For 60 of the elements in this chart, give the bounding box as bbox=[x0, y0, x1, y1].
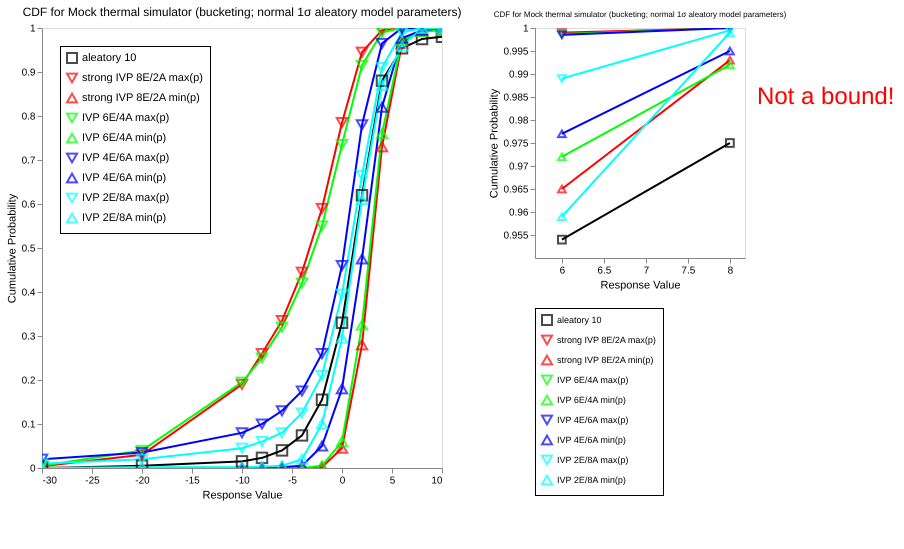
x-tick-label: 6 bbox=[560, 266, 566, 276]
y-tick-label: 0.8 bbox=[22, 112, 36, 122]
y-tick-label: 0.3 bbox=[22, 332, 36, 342]
y-tick-label: 0.5 bbox=[22, 244, 36, 254]
chart-title: CDF for Mock thermal simulator (bucketing; normal 1σ aleatory model parameters) bbox=[494, 10, 787, 19]
y-tick-label: 0.7 bbox=[22, 156, 36, 166]
x-axis-title: Response Value bbox=[202, 490, 282, 502]
y-tick-label: 1 bbox=[30, 24, 36, 34]
y-axis-title: Cumulative Probability bbox=[488, 88, 500, 198]
x-tick-label: -15 bbox=[185, 476, 200, 486]
y-tick-label: 0.98 bbox=[509, 116, 529, 126]
y-axis-title: Cumulative Probability bbox=[6, 193, 19, 304]
y-tick-label: 0.9 bbox=[22, 68, 36, 78]
x-tick-label: 7.5 bbox=[681, 266, 696, 276]
legend-label: strong IVP 8E/2A max(p) bbox=[557, 335, 656, 345]
y-tick-label: 0.96 bbox=[509, 208, 529, 218]
x-tick-label: -30 bbox=[42, 476, 58, 486]
y-tick-label: 0 bbox=[30, 464, 36, 474]
legend-label: aleatory 10 bbox=[557, 315, 602, 325]
y-tick-label: 0.4 bbox=[22, 288, 36, 298]
legend-label: IVP 4E/6A max(p) bbox=[82, 152, 170, 164]
y-tick-label: 0.995 bbox=[503, 46, 529, 58]
x-tick-label: 7 bbox=[644, 266, 650, 276]
y-tick-label: 0.1 bbox=[22, 420, 36, 430]
legend-label: IVP 2E/8A min(p) bbox=[82, 212, 166, 224]
y-tick-label: 0.985 bbox=[503, 92, 529, 104]
y-tick-label: 0.965 bbox=[503, 184, 529, 196]
legend-label: aleatory 10 bbox=[82, 52, 136, 64]
x-tick-label: 0 bbox=[340, 476, 346, 486]
x-tick-label: 10 bbox=[431, 476, 443, 486]
legend-label: IVP 4E/6A min(p) bbox=[82, 172, 166, 184]
y-tick-label: 0.99 bbox=[509, 70, 529, 80]
legend-label: strong IVP 8E/2A min(p) bbox=[82, 92, 200, 104]
y-tick-label: 0.97 bbox=[509, 162, 529, 172]
y-tick-label: 1 bbox=[522, 24, 529, 34]
x-tick-label: -10 bbox=[235, 476, 250, 486]
x-tick-label: 8 bbox=[728, 266, 734, 276]
y-tick-label: 0.975 bbox=[503, 138, 529, 150]
legend-label: IVP 2E/8A min(p) bbox=[557, 475, 626, 485]
x-axis-title: Response Value bbox=[600, 280, 680, 292]
legend-label: IVP 4E/6A max(p) bbox=[557, 415, 628, 425]
y-tick-label: 0.955 bbox=[503, 230, 529, 242]
legend-label: IVP 6E/4A max(p) bbox=[82, 112, 170, 124]
x-tick-label: 6.5 bbox=[597, 266, 612, 276]
legend-label: IVP 4E/6A min(p) bbox=[557, 435, 626, 445]
legend-label: strong IVP 8E/2A min(p) bbox=[557, 355, 654, 365]
y-tick-label: 0.6 bbox=[22, 200, 36, 210]
legend-label: IVP 2E/8A max(p) bbox=[557, 455, 628, 465]
text: Not a bound! bbox=[757, 83, 894, 110]
x-tick-label: -5 bbox=[288, 476, 298, 486]
legend-label: strong IVP 8E/2A max(p) bbox=[82, 72, 203, 84]
x-tick-label: -25 bbox=[85, 476, 100, 486]
legend-label: IVP 6E/4A max(p) bbox=[557, 375, 628, 385]
legend-label: IVP 6E/4A min(p) bbox=[557, 395, 626, 405]
x-tick-label: 5 bbox=[390, 476, 396, 486]
legend-label: IVP 2E/8A max(p) bbox=[82, 192, 170, 204]
legend-label: IVP 6E/4A min(p) bbox=[82, 132, 166, 144]
y-tick-label: 0.2 bbox=[22, 376, 36, 386]
x-tick-label: -20 bbox=[135, 476, 150, 486]
chart-title: CDF for Mock thermal simulator (bucketing; normal 1σ aleatory model parameters) bbox=[22, 5, 462, 19]
